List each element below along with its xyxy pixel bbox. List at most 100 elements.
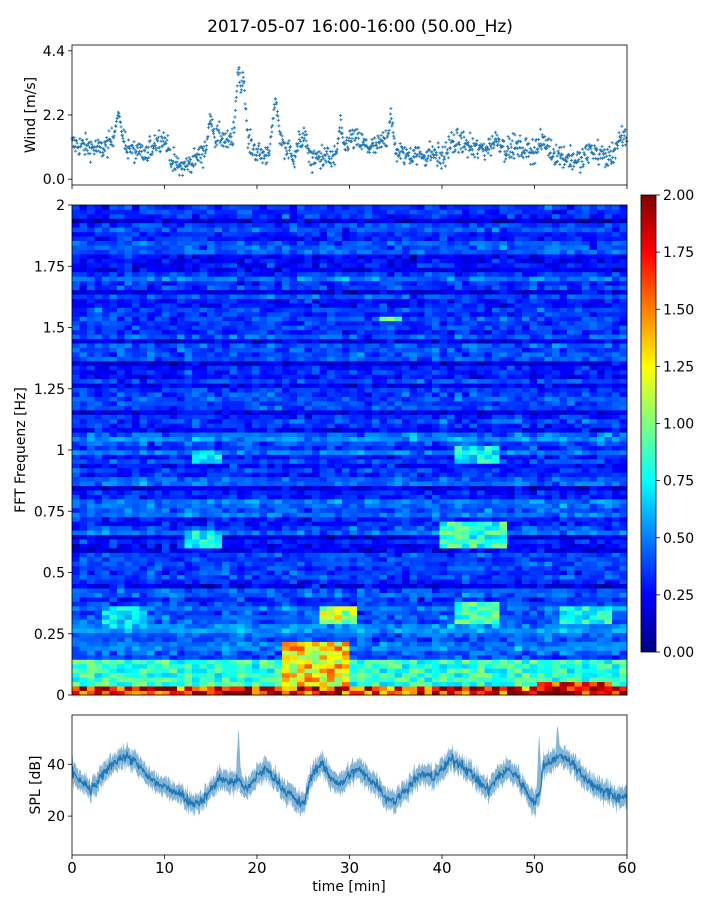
heatmap-cell xyxy=(544,516,553,522)
heatmap-cell xyxy=(72,646,80,651)
heatmap-cell xyxy=(79,499,88,504)
heatmap-cell xyxy=(192,561,200,567)
wind-point xyxy=(215,124,219,128)
heatmap-cell xyxy=(72,561,80,567)
heatmap-cell xyxy=(364,530,373,536)
heatmap-cell xyxy=(454,592,463,598)
heatmap-cell xyxy=(582,485,590,491)
heatmap-cell xyxy=(132,481,140,487)
heatmap-cell xyxy=(357,512,365,518)
heatmap-cell xyxy=(357,539,365,544)
wind-point xyxy=(132,146,136,150)
wind-point xyxy=(412,148,416,152)
heatmap-cell xyxy=(334,521,343,527)
heatmap-cell xyxy=(372,534,380,540)
heatmap-cell xyxy=(154,672,163,678)
heatmap-cell xyxy=(507,641,515,647)
heatmap-cell xyxy=(124,552,133,558)
heatmap-cell xyxy=(79,681,88,687)
heatmap-cell xyxy=(619,579,628,585)
heatmap-cell xyxy=(402,659,410,665)
heatmap-cell xyxy=(484,552,493,558)
heatmap-cell xyxy=(477,525,485,531)
heatmap-cell xyxy=(259,601,268,607)
heatmap-cell xyxy=(522,681,530,687)
wind-point xyxy=(261,161,265,165)
heatmap-cell xyxy=(522,619,530,625)
heatmap-cell xyxy=(334,561,343,567)
heatmap-cell xyxy=(492,597,500,602)
heatmap-cell xyxy=(417,485,425,491)
heatmap-cell xyxy=(387,525,395,531)
heatmap-cell xyxy=(184,503,193,509)
heatmap-cell xyxy=(237,628,245,634)
heatmap-cell xyxy=(619,601,628,607)
heatmap-cell xyxy=(574,605,583,611)
heatmap-cell xyxy=(462,601,470,607)
wind-point xyxy=(297,130,301,134)
heatmap-cell xyxy=(349,494,358,500)
heatmap-cell xyxy=(402,556,410,562)
heatmap-cell xyxy=(619,654,628,660)
heatmap-cell xyxy=(102,628,110,634)
heatmap-cell xyxy=(537,628,545,634)
heatmap-cell xyxy=(259,467,268,473)
heatmap-cell xyxy=(484,499,493,504)
heatmap-cell xyxy=(117,632,125,638)
heatmap-cell xyxy=(222,686,230,691)
heatmap-cell xyxy=(492,663,500,669)
heatmap-cell xyxy=(447,605,455,611)
heatmap-cell xyxy=(507,619,515,625)
heatmap-cell xyxy=(409,583,418,589)
wind-point xyxy=(338,113,342,117)
heatmap-cell xyxy=(297,614,305,620)
heatmap-cell xyxy=(274,574,283,580)
heatmap-cell xyxy=(469,605,478,611)
heatmap-cell xyxy=(177,521,185,527)
heatmap-cell xyxy=(379,681,388,687)
heatmap-cell xyxy=(304,525,313,531)
wind-point xyxy=(268,149,272,153)
heatmap-cell xyxy=(439,543,448,549)
heatmap-cell xyxy=(169,574,178,580)
heatmap-cell xyxy=(462,570,470,576)
heatmap-cell xyxy=(417,565,425,571)
heatmap-cell xyxy=(432,650,440,656)
heatmap-cell xyxy=(597,619,605,625)
heatmap-cell xyxy=(417,605,425,611)
heatmap-cell xyxy=(207,512,215,518)
heatmap-cell xyxy=(177,628,185,634)
heatmap-cell xyxy=(417,561,425,567)
heatmap-cell xyxy=(72,548,80,553)
heatmap-cell xyxy=(424,677,433,683)
heatmap-cell xyxy=(507,610,515,616)
wind-point xyxy=(104,144,108,148)
heatmap-cell xyxy=(259,641,268,647)
heatmap-cell xyxy=(574,476,583,482)
heatmap-cell xyxy=(597,628,605,634)
heatmap-cell xyxy=(267,619,275,625)
heatmap-cell xyxy=(147,681,155,687)
heatmap-cell xyxy=(199,574,208,580)
heatmap-cell xyxy=(132,525,140,531)
heatmap-cell xyxy=(394,654,403,660)
heatmap-cell xyxy=(379,619,388,625)
heatmap-cell xyxy=(177,476,185,482)
heatmap-cell xyxy=(109,512,118,518)
heatmap-cell xyxy=(169,565,178,571)
heatmap-cell xyxy=(537,476,545,482)
heatmap-cell xyxy=(282,605,290,611)
heatmap-cell xyxy=(192,650,200,656)
heatmap-cell xyxy=(312,601,320,607)
wind-point xyxy=(315,151,319,155)
heatmap-cell xyxy=(597,561,605,567)
wind-point xyxy=(341,135,345,139)
heatmap-cell xyxy=(207,583,215,589)
heatmap-cell xyxy=(537,686,545,691)
heatmap-cell xyxy=(357,556,365,562)
heatmap-cell xyxy=(94,485,103,491)
heatmap-cell xyxy=(259,565,268,571)
heatmap-cell xyxy=(162,677,170,683)
heatmap-cell xyxy=(357,485,365,491)
heatmap-cell xyxy=(184,583,193,589)
